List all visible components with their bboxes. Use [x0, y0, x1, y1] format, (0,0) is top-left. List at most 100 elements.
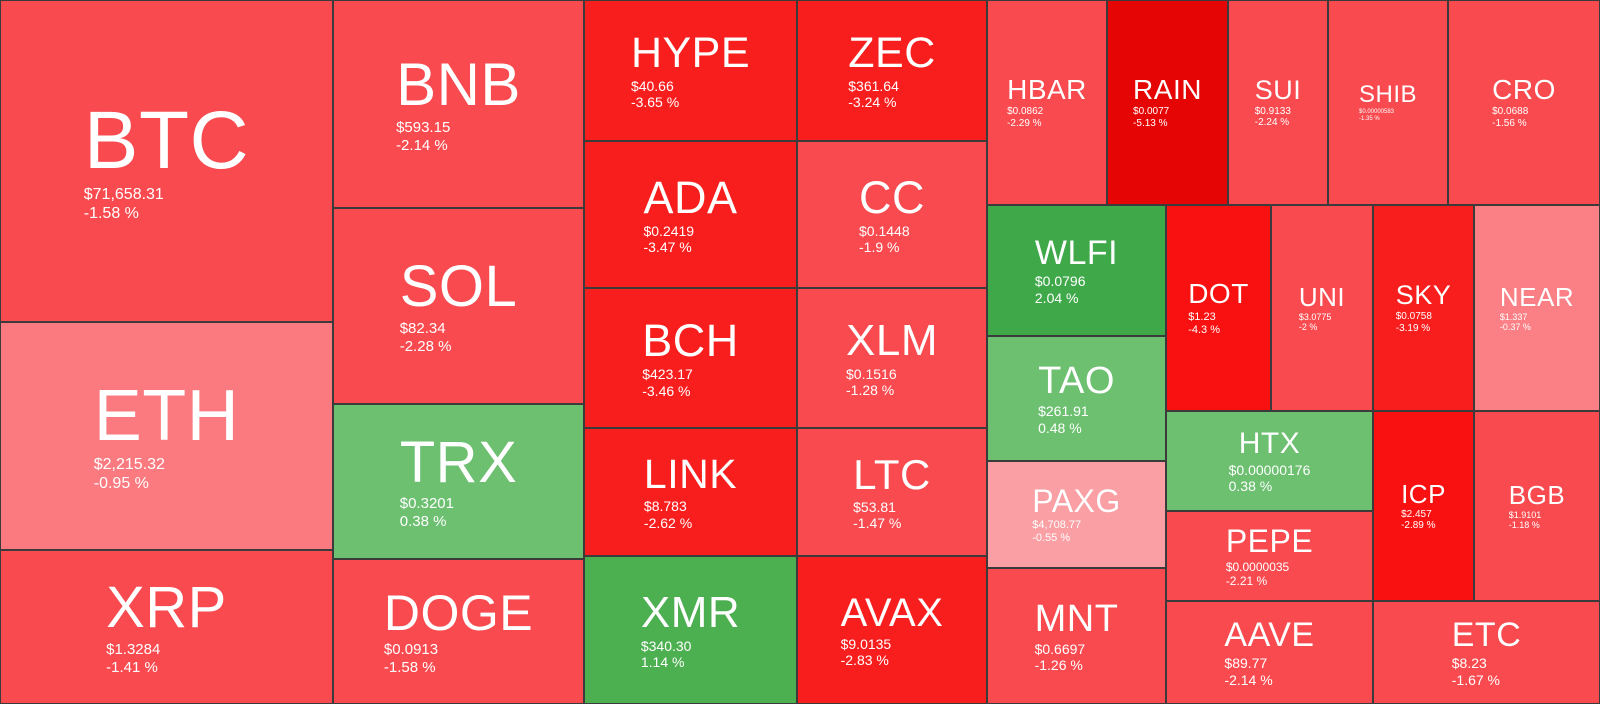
tile-values: $1.9101 -1.18 % [1508, 509, 1542, 531]
tile-price: $82.34 [399, 319, 446, 337]
tile-content: MNT $0.6697 -1.26 % [1035, 600, 1119, 673]
heatmap-tile-cro[interactable]: CRO $0.0688 -1.56 % [1448, 0, 1600, 205]
tile-content: NEAR $1.337 -0.37 % [1500, 284, 1574, 332]
tile-content: BGB $1.9101 -1.18 % [1509, 482, 1565, 530]
heatmap-tile-mnt[interactable]: MNT $0.6697 -1.26 % [987, 568, 1166, 704]
heatmap-tile-eth[interactable]: ETH $2,215.32 -0.95 % [0, 322, 333, 550]
tile-values: $3.0775 -2 % [1299, 312, 1332, 333]
tile-values: $1.23 -4.3 % [1188, 310, 1220, 336]
tile-values: $593.15 -2.14 % [396, 120, 450, 153]
heatmap-tile-hype[interactable]: HYPE $40.66 -3.65 % [584, 0, 797, 141]
tile-symbol: XLM [846, 315, 938, 365]
heatmap-tile-dot[interactable]: DOT $1.23 -4.3 % [1166, 205, 1271, 411]
tile-price: $0.9133 [1254, 105, 1291, 117]
tile-content: SHIB $0.00000583 -1.35 % [1359, 83, 1417, 122]
tile-content: SUI $0.9133 -2.24 % [1254, 74, 1302, 129]
tile-symbol: XMR [640, 587, 741, 637]
tile-symbol: WLFI [1034, 234, 1119, 273]
tile-values: $2.457 -2.89 % [1401, 509, 1435, 532]
tile-price: $89.77 [1224, 655, 1268, 672]
heatmap-tile-sui[interactable]: SUI $0.9133 -2.24 % [1228, 0, 1328, 205]
heatmap-tile-avax[interactable]: AVAX $9.0135 -2.83 % [797, 556, 987, 704]
tile-values: $0.00000176 0.38 % [1229, 463, 1311, 494]
heatmap-tile-rain[interactable]: RAIN $0.0077 -5.13 % [1107, 0, 1228, 205]
tile-values: $2,215.32 -0.95 % [94, 456, 165, 492]
heatmap-tile-tao[interactable]: TAO $261.91 0.48 % [987, 336, 1166, 461]
heatmap-tile-sol[interactable]: SOL $82.34 -2.28 % [333, 208, 584, 404]
tile-symbol: SUI [1254, 74, 1302, 105]
tile-content: AAVE $89.77 -2.14 % [1224, 618, 1314, 687]
tile-values: $0.0796 2.04 % [1035, 274, 1086, 305]
tile-symbol: AVAX [840, 590, 944, 635]
heatmap-tile-wlfi[interactable]: WLFI $0.0796 2.04 % [987, 205, 1166, 336]
tile-price: $0.0796 [1034, 273, 1086, 290]
tile-content: PEPE $0.0000035 -2.21 % [1226, 525, 1313, 587]
heatmap-tile-link[interactable]: LINK $8.783 -2.62 % [584, 428, 797, 556]
heatmap-tile-htx[interactable]: HTX $0.00000176 0.38 % [1166, 411, 1373, 511]
tile-symbol: TAO [1038, 360, 1115, 403]
heatmap-tile-icp[interactable]: ICP $2.457 -2.89 % [1373, 411, 1474, 601]
tile-values: $82.34 -2.28 % [400, 321, 452, 354]
heatmap-tile-uni[interactable]: UNI $3.0775 -2 % [1271, 205, 1373, 411]
heatmap-tile-near[interactable]: NEAR $1.337 -0.37 % [1474, 205, 1600, 411]
tile-content: UNI $3.0775 -2 % [1299, 284, 1345, 332]
tile-symbol: TRX [399, 429, 518, 495]
heatmap-tile-etc[interactable]: ETC $8.23 -1.67 % [1373, 601, 1600, 704]
heatmap-tile-ada[interactable]: ADA $0.2419 -3.47 % [584, 141, 797, 288]
heatmap-tile-paxg[interactable]: PAXG $4,708.77 -0.55 % [987, 461, 1166, 568]
heatmap-tile-shib[interactable]: SHIB $0.00000583 -1.35 % [1328, 0, 1448, 205]
heatmap-tile-bnb[interactable]: BNB $593.15 -2.14 % [333, 0, 584, 208]
tile-price: $0.00000583 [1358, 108, 1395, 115]
tile-symbol: ETC [1451, 616, 1522, 655]
tile-change: -2.29 % [1007, 117, 1042, 129]
heatmap-tile-xlm[interactable]: XLM $0.1516 -1.28 % [797, 288, 987, 428]
tile-price: $1.23 [1188, 310, 1216, 323]
tile-values: $1.3284 -1.41 % [106, 642, 160, 675]
tile-price: $8.783 [643, 498, 687, 515]
tile-price: $0.0862 [1007, 106, 1044, 118]
heatmap-tile-btc[interactable]: BTC $71,658.31 -1.58 % [0, 0, 333, 322]
tile-values: $40.66 -3.65 % [631, 79, 679, 110]
heatmap-tile-aave[interactable]: AAVE $89.77 -2.14 % [1166, 601, 1373, 704]
heatmap-tile-bch[interactable]: BCH $423.17 -3.46 % [584, 288, 797, 428]
tile-values: $0.1516 -1.28 % [846, 367, 897, 398]
heatmap-tile-cc[interactable]: CC $0.1448 -1.9 % [797, 141, 987, 288]
tile-price: $593.15 [396, 118, 451, 136]
tile-values: $0.0688 -1.56 % [1492, 107, 1528, 129]
tile-change: 0.38 % [399, 513, 447, 531]
tile-price: $0.0077 [1133, 106, 1170, 118]
tile-change: 1.14 % [640, 654, 685, 671]
tile-values: $0.2419 -3.47 % [643, 224, 694, 255]
tile-values: $53.81 -1.47 % [853, 500, 901, 531]
tile-change: -2.28 % [399, 337, 452, 355]
heatmap-tile-xrp[interactable]: XRP $1.3284 -1.41 % [0, 550, 333, 704]
tile-change: -1.67 % [1451, 671, 1500, 688]
tile-values: $0.0000035 -2.21 % [1226, 561, 1289, 587]
tile-price: $1.9101 [1508, 509, 1542, 520]
heatmap-tile-zec[interactable]: ZEC $361.64 -3.24 % [797, 0, 987, 141]
heatmap-tile-doge[interactable]: DOGE $0.0913 -1.58 % [333, 559, 584, 704]
heatmap-tile-bgb[interactable]: BGB $1.9101 -1.18 % [1474, 411, 1600, 601]
tile-symbol: ZEC [848, 28, 936, 77]
tile-values: $0.0862 -2.29 % [1007, 107, 1043, 129]
tile-symbol: ICP [1401, 478, 1446, 509]
tile-price: $0.0000035 [1225, 559, 1290, 574]
tile-symbol: ADA [643, 171, 738, 223]
tile-price: $53.81 [853, 498, 896, 515]
heatmap-tile-ltc[interactable]: LTC $53.81 -1.47 % [797, 428, 987, 556]
heatmap-tile-xmr[interactable]: XMR $340.30 1.14 % [584, 556, 797, 704]
heatmap-tile-trx[interactable]: TRX $0.3201 0.38 % [333, 404, 584, 559]
tile-values: $0.9133 -2.24 % [1254, 105, 1291, 129]
tile-price: $261.91 [1038, 403, 1089, 420]
tile-symbol: PAXG [1032, 482, 1121, 519]
tile-price: $9.0135 [840, 635, 892, 652]
tile-content: RAIN $0.0077 -5.13 % [1133, 76, 1202, 129]
heatmap-tile-hbar[interactable]: HBAR $0.0862 -2.29 % [987, 0, 1107, 205]
tile-content: LTC $53.81 -1.47 % [853, 453, 931, 531]
heatmap-tile-pepe[interactable]: PEPE $0.0000035 -2.21 % [1166, 511, 1373, 601]
tile-change: 0.48 % [1038, 419, 1082, 436]
tile-content: HTX $0.00000176 0.38 % [1229, 428, 1311, 494]
heatmap-tile-sky[interactable]: SKY $0.0758 -3.19 % [1373, 205, 1474, 411]
tile-symbol: SHIB [1358, 81, 1417, 109]
